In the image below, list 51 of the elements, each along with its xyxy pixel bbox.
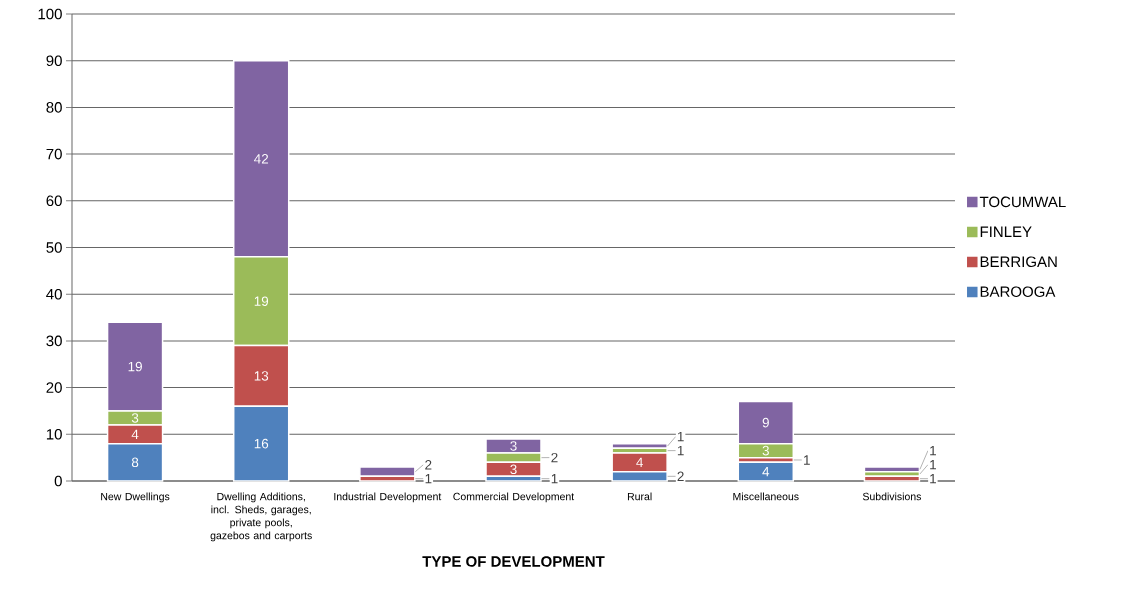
data-label: 3	[131, 413, 139, 423]
data-label: 2	[425, 459, 432, 470]
y-tick-label: 80	[46, 102, 62, 113]
legend-label: BERRIGAN	[980, 256, 1057, 268]
x-tick-label: New Dwellings	[101, 492, 170, 503]
legend-label: BAROOGA	[980, 286, 1056, 298]
data-label: 16	[254, 438, 269, 449]
data-label: 1	[425, 474, 432, 484]
data-label: 1	[677, 431, 684, 442]
data-label: 9	[762, 417, 769, 428]
y-tick-label: 30	[46, 335, 62, 347]
x-tick-label: Subdivisions	[862, 492, 922, 501]
data-label: 3	[510, 441, 517, 451]
data-label: 4	[131, 429, 139, 439]
data-label: 42	[254, 154, 269, 164]
data-label: 19	[128, 361, 142, 372]
data-label: 2	[551, 452, 558, 463]
data-label: 3	[510, 464, 517, 475]
data-label: 1	[804, 455, 810, 465]
data-label: 8	[131, 457, 139, 468]
y-tick-label: 20	[46, 382, 62, 393]
data-label: 1	[930, 460, 936, 470]
data-label: 4	[762, 467, 770, 477]
data-label: 13	[254, 371, 269, 381]
data-label: 1	[677, 445, 684, 456]
y-tick-label: 70	[46, 148, 62, 160]
x-tick-label: Industrial Development	[334, 492, 442, 503]
data-label: 1	[930, 446, 936, 456]
y-tick-label: 100	[38, 8, 62, 20]
x-tick-label: Miscellaneous	[733, 492, 799, 501]
y-tick-label: 10	[46, 428, 62, 440]
data-label: 3	[762, 445, 769, 456]
bar	[737, 461, 795, 482]
x-axis-title: TYPE OF DEVELOPMENT	[422, 556, 605, 567]
y-tick-label: 90	[46, 55, 62, 66]
data-label: 1	[930, 474, 936, 484]
legend-label: FINLEY	[980, 226, 1032, 237]
bar	[863, 475, 921, 482]
y-tick-label: 50	[46, 242, 62, 253]
y-tick-label: 40	[46, 288, 62, 300]
x-tick-label: Commercial Development	[453, 492, 575, 503]
data-label: 1	[551, 474, 558, 484]
data-label: 4	[636, 457, 644, 467]
legend-label: TOCUMWAL	[979, 196, 1066, 208]
y-tick-label: 0	[54, 475, 62, 487]
data-label: 2	[677, 471, 684, 482]
x-tick-label: Rural	[627, 492, 652, 501]
bar	[359, 466, 416, 478]
x-tick-label: Dwelling Additions, incl. Sheds, garages, private pools, gazebos and carports	[210, 492, 312, 542]
y-tick-label: 60	[46, 195, 62, 207]
data-label: 19	[254, 296, 269, 306]
